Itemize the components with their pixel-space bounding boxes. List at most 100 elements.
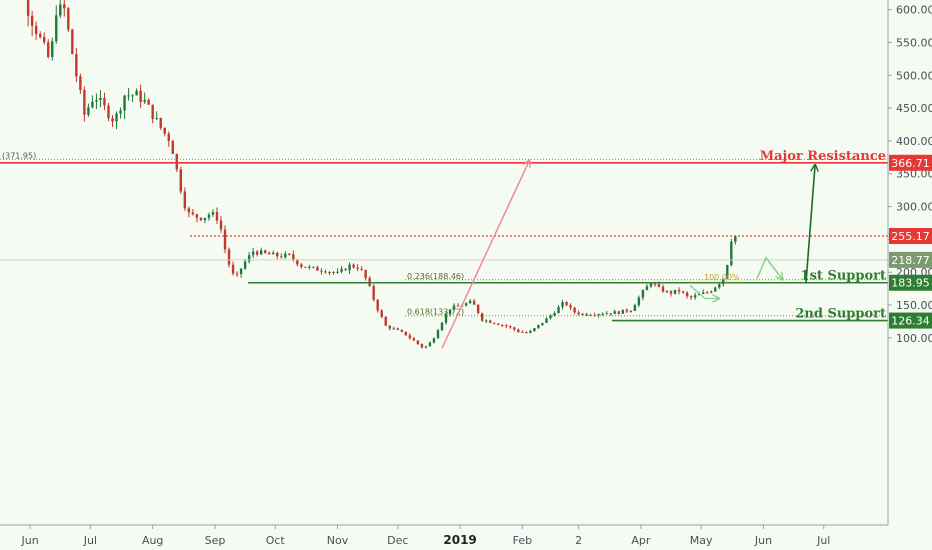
candle-body bbox=[649, 283, 653, 287]
candle-body bbox=[71, 29, 74, 55]
candle-body bbox=[356, 267, 359, 269]
x-tick-label: May bbox=[690, 534, 713, 547]
candle-body bbox=[553, 313, 556, 316]
candle-body bbox=[175, 153, 178, 170]
intermediate-resistance-tag-bg bbox=[889, 227, 932, 244]
candle-body bbox=[657, 284, 661, 287]
current-price-tag-bg bbox=[889, 251, 932, 268]
current-price-tag: 218.77 bbox=[891, 254, 930, 267]
x-tick-label: Jun bbox=[754, 534, 772, 547]
candle-body bbox=[693, 295, 697, 298]
candle-body bbox=[79, 76, 82, 91]
candle-body bbox=[111, 118, 114, 122]
candle-body bbox=[187, 208, 191, 213]
candle-body bbox=[332, 272, 335, 274]
candle-body bbox=[565, 302, 568, 306]
fib-level-1-label: (371.95) bbox=[2, 151, 36, 160]
candle-body bbox=[605, 313, 608, 315]
candle-body bbox=[312, 266, 315, 268]
candle-body bbox=[400, 329, 404, 332]
candle-body bbox=[372, 285, 375, 300]
candle-body bbox=[452, 305, 456, 310]
candle-body bbox=[629, 310, 633, 312]
candle-body bbox=[231, 264, 235, 274]
candle-body bbox=[163, 127, 166, 134]
candle-body bbox=[384, 316, 387, 326]
candle-body bbox=[272, 252, 275, 255]
x-tick-label: 2 bbox=[575, 534, 582, 547]
candle-body bbox=[456, 305, 460, 307]
candle-body bbox=[259, 250, 263, 255]
candle-body bbox=[336, 271, 339, 273]
candle-body bbox=[597, 314, 600, 316]
candle-body bbox=[497, 323, 500, 325]
candle-body bbox=[26, 0, 30, 16]
candle-body bbox=[489, 320, 492, 323]
candle-body bbox=[292, 254, 295, 260]
candle-body bbox=[689, 296, 693, 298]
candles-group bbox=[26, 0, 737, 349]
candle-body bbox=[264, 250, 267, 253]
first-support-label: 1st Support bbox=[801, 269, 886, 284]
candle-body bbox=[167, 133, 170, 141]
candle-body bbox=[412, 338, 416, 341]
y-tick-label: 100.00 bbox=[896, 332, 932, 345]
fib-level-3-label: 0.618(133.72) bbox=[407, 308, 464, 317]
candle-body bbox=[288, 253, 291, 255]
candle-body bbox=[280, 256, 283, 258]
candle-body bbox=[251, 251, 255, 256]
candle-body bbox=[585, 313, 588, 316]
candle-body bbox=[529, 330, 532, 333]
candle-body bbox=[617, 311, 620, 314]
candle-body bbox=[300, 264, 303, 267]
candle-body bbox=[464, 303, 468, 306]
candle-body bbox=[47, 42, 50, 57]
y-tick-label: 400.00 bbox=[896, 135, 932, 148]
candle-body bbox=[91, 101, 94, 108]
small-pullback-arrow bbox=[689, 284, 718, 298]
candle-body bbox=[424, 346, 428, 348]
candle-body bbox=[533, 328, 536, 331]
candle-body bbox=[203, 217, 207, 221]
candle-body bbox=[734, 236, 737, 242]
candle-body bbox=[609, 313, 612, 315]
major-resistance-tag-bg bbox=[889, 154, 932, 171]
candle-body bbox=[316, 267, 319, 271]
candle-body bbox=[195, 214, 199, 218]
candle-body bbox=[55, 15, 58, 42]
first-support-tag-bg bbox=[889, 274, 932, 291]
candle-body bbox=[653, 283, 657, 285]
candle-body bbox=[348, 264, 351, 271]
y-tick-label: 550.00 bbox=[896, 36, 932, 49]
candle-body bbox=[726, 265, 729, 279]
candle-body bbox=[444, 314, 448, 323]
candle-body bbox=[669, 291, 673, 294]
candle-body bbox=[155, 117, 158, 119]
candle-body bbox=[714, 287, 717, 292]
candle-body bbox=[127, 95, 130, 97]
candle-body bbox=[541, 322, 544, 325]
candle-body bbox=[255, 251, 259, 255]
x-tick-label: Feb bbox=[513, 534, 532, 547]
major-resistance-label: Major Resistance bbox=[760, 149, 886, 164]
candle-body bbox=[340, 268, 343, 272]
candle-body bbox=[537, 324, 540, 329]
candle-body bbox=[625, 309, 629, 312]
second-support-tag-bg bbox=[889, 312, 932, 329]
candle-body bbox=[99, 97, 102, 101]
candle-body bbox=[677, 289, 681, 292]
x-tick-label: Apr bbox=[631, 534, 651, 547]
candle-body bbox=[51, 41, 54, 57]
x-tick-label: Dec bbox=[387, 534, 408, 547]
candle-body bbox=[521, 331, 524, 333]
y-tick-label: 150.00 bbox=[896, 299, 932, 312]
candle-body bbox=[243, 261, 247, 269]
candle-body bbox=[179, 169, 183, 192]
candle-body bbox=[199, 217, 203, 221]
x-tick-label: 2019 bbox=[443, 533, 476, 547]
candle-body bbox=[247, 255, 251, 262]
candle-body bbox=[432, 338, 436, 343]
candle-body bbox=[505, 325, 508, 327]
candle-body bbox=[123, 95, 126, 111]
